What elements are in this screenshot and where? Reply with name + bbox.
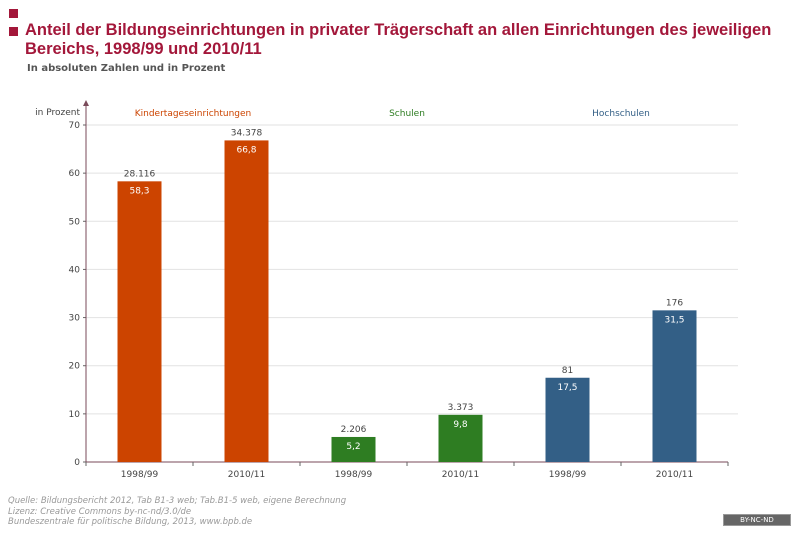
bar: [438, 414, 483, 462]
y-tick-label: 30: [69, 314, 81, 324]
bar: [652, 310, 697, 462]
group-label: Hochschulen: [592, 109, 650, 119]
x-tick-label: 2010/11: [228, 470, 265, 480]
title-marker-icon: [9, 27, 18, 36]
source-note: Quelle: Bildungsbericht 2012, Tab B1-3 w…: [8, 496, 346, 528]
y-tick-label: 50: [69, 217, 81, 227]
group-label: Schulen: [389, 109, 425, 119]
bar-absolute-label: 176: [666, 298, 683, 308]
publisher-line: Bundeszentrale für politische Bildung, 2…: [8, 517, 253, 527]
x-tick-label: 2010/11: [442, 470, 479, 480]
y-axis-label: in Prozent: [35, 108, 80, 118]
bar-value-label: 66,8: [236, 145, 256, 155]
x-tick-label: 1998/99: [121, 470, 159, 480]
x-tick-label: 1998/99: [335, 470, 373, 480]
cc-license-badge[interactable]: BY-NC-ND: [723, 514, 791, 526]
bar-value-label: 31,5: [664, 315, 684, 325]
license-line: Lizenz: Creative Commons by-nc-nd/3.0/de: [8, 506, 192, 517]
y-tick-label: 10: [69, 410, 81, 420]
bar-absolute-label: 2.206: [341, 425, 367, 435]
bar-absolute-label: 81: [562, 366, 573, 376]
bar: [331, 436, 376, 462]
bar-absolute-label: 34.378: [231, 128, 263, 138]
bar-value-label: 5,2: [346, 442, 360, 452]
chart-subtitle: In absoluten Zahlen und in Prozent: [27, 63, 226, 74]
bar-absolute-label: 3.373: [448, 403, 474, 413]
bar: [224, 140, 269, 463]
y-axis-arrow-icon: [83, 100, 89, 106]
x-tick-label: 1998/99: [549, 470, 587, 480]
bar: [117, 181, 162, 462]
bar-value-label: 9,8: [453, 420, 468, 430]
chart-title: Anteil der Bildungseinrichtungen in priv…: [25, 21, 772, 58]
y-tick-label: 0: [74, 458, 80, 468]
title-marker-icon: [9, 9, 18, 18]
y-tick-label: 60: [69, 169, 81, 179]
y-tick-label: 20: [69, 362, 81, 372]
bar-absolute-label: 28.116: [124, 169, 156, 179]
bar-value-label: 58,3: [129, 186, 149, 196]
y-tick-label: 70: [69, 121, 81, 131]
y-tick-label: 40: [69, 265, 81, 275]
bar: [545, 377, 590, 462]
bar-value-label: 17,5: [557, 383, 577, 393]
source-line: Quelle: Bildungsbericht 2012, Tab B1-3 w…: [8, 496, 347, 506]
x-tick-label: 2010/11: [656, 470, 693, 480]
group-label: Kindertageseinrichtungen: [135, 109, 252, 119]
